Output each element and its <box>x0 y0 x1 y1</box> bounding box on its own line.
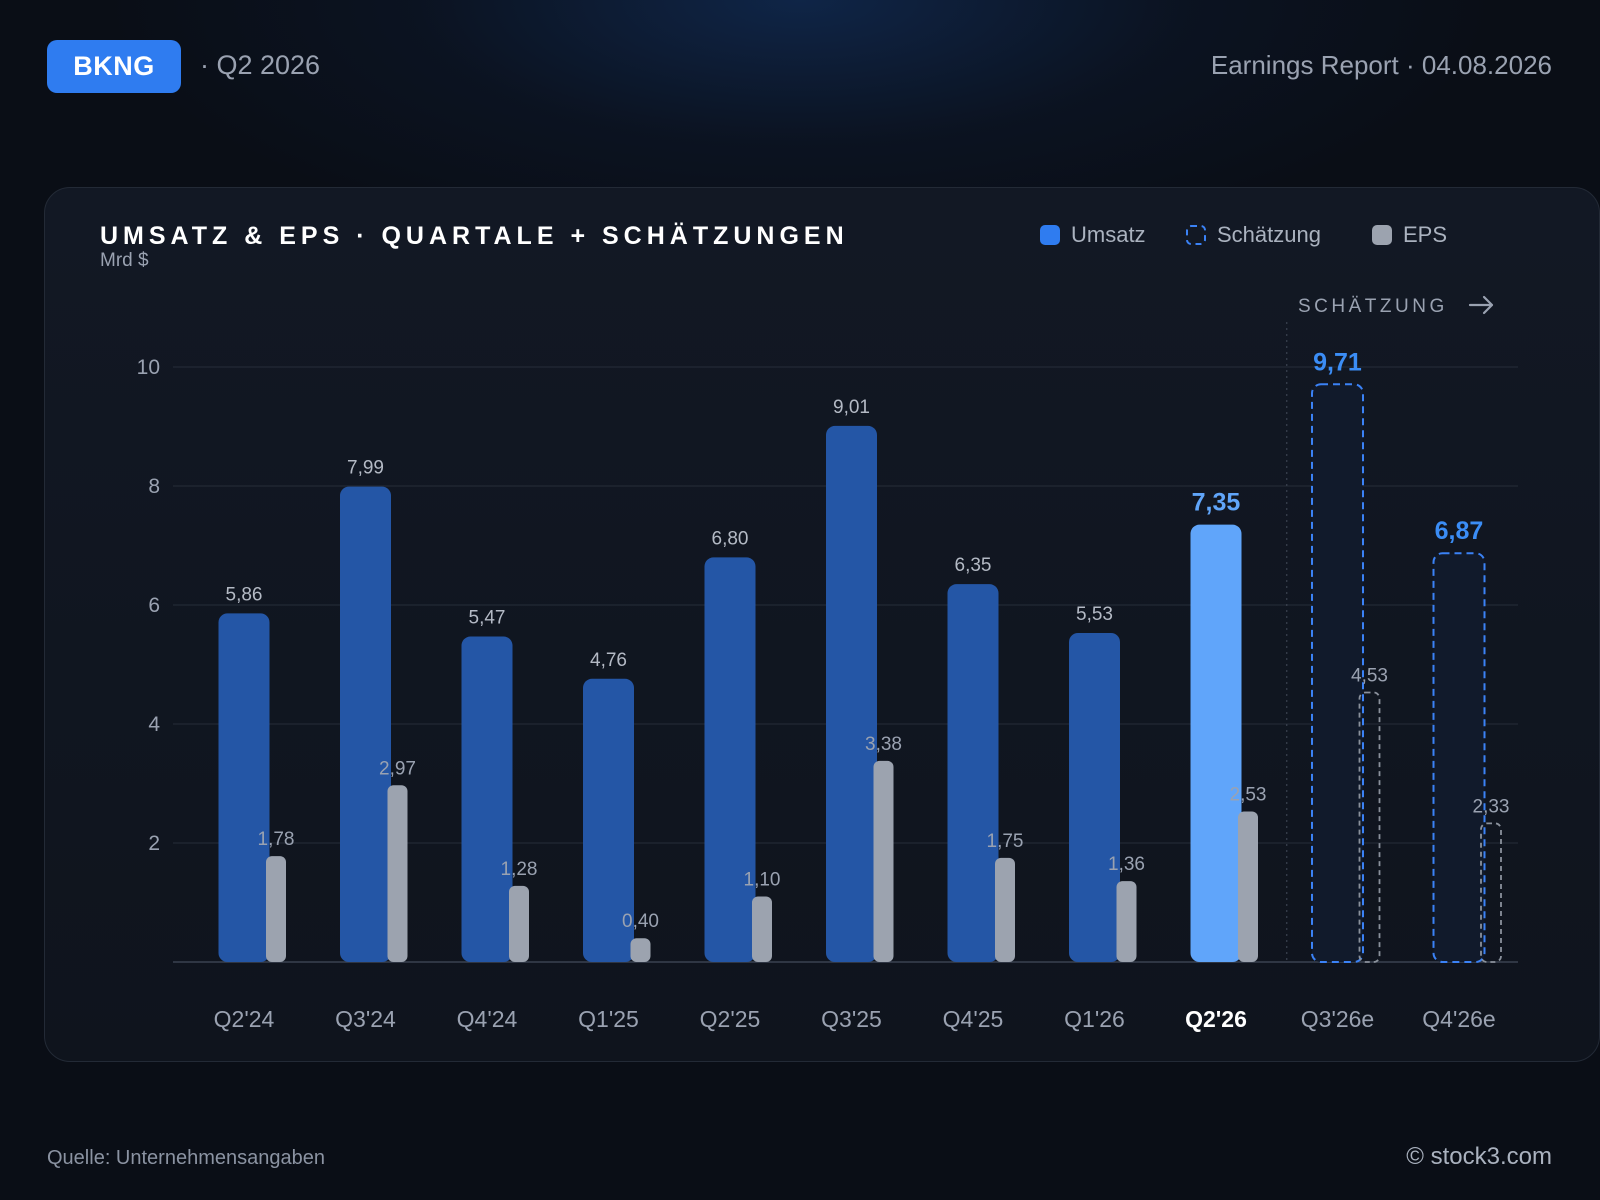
y-tick-label: 6 <box>148 594 160 617</box>
eps-bar <box>995 857 1015 962</box>
chart-unit: Mrd $ <box>100 250 149 271</box>
revenue-bar <box>947 584 999 962</box>
eps-estimate-bar <box>1480 822 1502 963</box>
eps-value-label: 1,28 <box>501 859 538 880</box>
eps-value-label: 2,97 <box>379 758 416 779</box>
x-category-label: Q1'26 <box>1064 1006 1125 1032</box>
x-category-label: Q3'25 <box>821 1006 882 1032</box>
revenue-value-label: 7,99 <box>347 458 384 479</box>
x-category-label: Q3'26e <box>1301 1006 1374 1032</box>
y-tick-label: 8 <box>148 475 160 498</box>
legend-item-eps: EPS <box>1372 222 1447 248</box>
revenue-value-label: 9,71 <box>1313 348 1362 376</box>
x-category-label: Q1'25 <box>578 1006 639 1032</box>
x-category-label: Q2'25 <box>700 1006 761 1032</box>
y-tick-label: 4 <box>148 713 160 736</box>
revenue-bar <box>218 613 270 962</box>
eps-value-label: 2,53 <box>1230 784 1267 805</box>
legend-label-eps: EPS <box>1403 222 1448 247</box>
x-category-label: Q4'24 <box>457 1006 518 1032</box>
eps-value-label: 1,10 <box>744 870 781 891</box>
ticker-label: BKNG <box>73 51 155 81</box>
revenue-value-label: 7,35 <box>1192 489 1241 517</box>
eps-value-label: 2,33 <box>1473 796 1510 817</box>
eps-value-label: 4,53 <box>1351 665 1388 686</box>
legend-swatch-revenue <box>1040 225 1060 245</box>
ticker-badge: BKNG <box>47 40 181 93</box>
eps-bar <box>387 785 408 962</box>
revenue-bar <box>1069 632 1120 962</box>
report-date: Earnings Report · 04.08.2026 <box>1210 50 1552 80</box>
revenue-value-label: 5,53 <box>1076 604 1113 625</box>
legend-swatch-eps <box>1372 225 1392 245</box>
eps-value-label: 1,75 <box>987 831 1024 852</box>
x-category-label: Q4'25 <box>943 1006 1004 1032</box>
source-note: Quelle: Unternehmensangaben <box>47 1147 325 1169</box>
revenue-value-label: 4,76 <box>590 650 627 671</box>
eps-bar <box>266 856 286 962</box>
x-category-label: Q2'24 <box>214 1006 275 1032</box>
report-period: · Q2 2026 <box>200 50 321 80</box>
eps-bar <box>873 760 894 962</box>
legend-item-estimate: Schätzung <box>1186 222 1321 248</box>
eps-value-label: 0,40 <box>622 911 659 932</box>
x-category-label: Q4'26e <box>1422 1006 1495 1032</box>
revenue-value-label: 6,80 <box>712 528 749 549</box>
legend-label-estimate: Schätzung <box>1217 222 1321 247</box>
y-tick-label: 10 <box>137 356 160 379</box>
eps-value-label: 1,36 <box>1108 854 1145 875</box>
revenue-bar <box>583 678 634 962</box>
legend-item-revenue: Umsatz <box>1040 222 1146 248</box>
revenue-value-label: 6,87 <box>1435 517 1484 545</box>
brand-credit: © stock3.com <box>1406 1143 1552 1170</box>
revenue-value-label: 5,47 <box>469 608 506 629</box>
legend-swatch-estimate <box>1186 225 1206 245</box>
arrow-right-icon <box>1468 295 1494 315</box>
revenue-estimate-bar <box>1311 383 1364 963</box>
estimate-marker-label: SCHÄTZUNG <box>1298 296 1448 317</box>
eps-bar <box>1116 881 1137 962</box>
eps-value-label: 3,38 <box>865 734 902 755</box>
eps-value-label: 1,78 <box>258 829 295 850</box>
revenue-bar-current <box>1190 524 1242 962</box>
revenue-bar <box>340 486 391 962</box>
eps-bar <box>630 938 651 962</box>
chart-title: UMSATZ & EPS · QUARTALE + SCHÄTZUNGEN <box>100 222 849 250</box>
eps-bar <box>1238 811 1258 962</box>
revenue-estimate-bar <box>1432 552 1486 963</box>
revenue-bar <box>704 557 756 962</box>
eps-estimate-bar <box>1358 691 1381 963</box>
y-tick-label: 2 <box>148 832 160 855</box>
legend-label-revenue: Umsatz <box>1071 222 1146 247</box>
eps-bar <box>509 885 529 962</box>
revenue-value-label: 9,01 <box>833 397 870 418</box>
revenue-value-label: 6,35 <box>955 555 992 576</box>
x-category-label: Q2'26 <box>1185 1006 1247 1032</box>
revenue-value-label: 5,86 <box>226 584 263 605</box>
x-category-label: Q3'24 <box>335 1006 396 1032</box>
revenue-bar <box>826 425 877 962</box>
eps-bar <box>752 896 772 962</box>
revenue-bar <box>461 636 513 962</box>
